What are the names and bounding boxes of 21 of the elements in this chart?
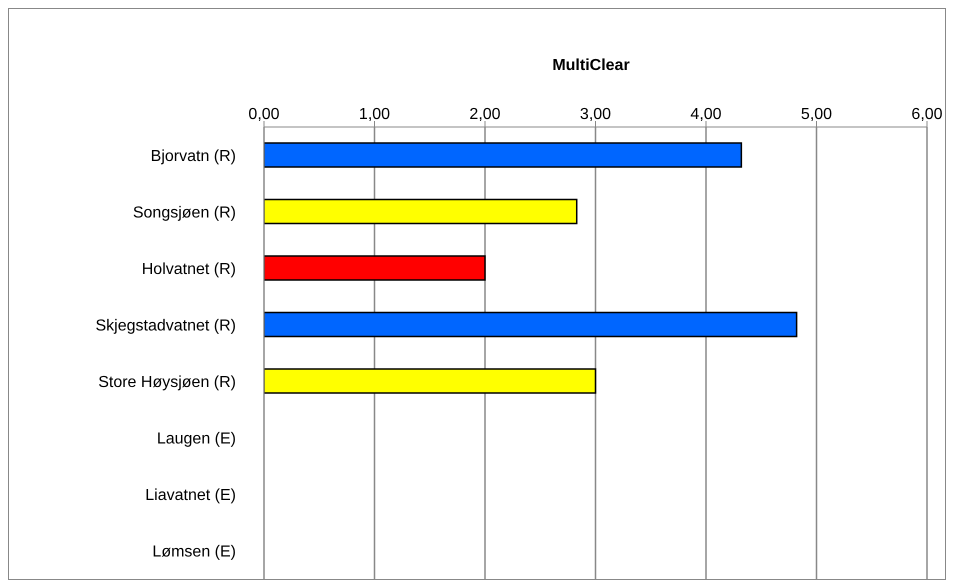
y-tick-label: Liavatnet (E) — [145, 486, 236, 504]
y-tick-label: Songsjøen (R) — [132, 204, 236, 222]
chart-title: MultiClear — [551, 57, 631, 75]
x-tick-label: 6,00 — [911, 106, 943, 123]
bar — [264, 142, 742, 168]
bar — [264, 368, 596, 394]
x-tick-label: 1,00 — [358, 106, 390, 123]
y-tick-label: Bjorvatn (R) — [150, 148, 236, 165]
y-tick-label: Laugen (E) — [156, 430, 236, 448]
bar — [264, 312, 798, 338]
x-tick-label: 3,00 — [580, 106, 612, 123]
x-tick-label: 2,00 — [469, 106, 501, 123]
y-tick-label: Holvatnet (R) — [142, 260, 236, 278]
bar — [264, 255, 486, 281]
y-tick-label: Lømsen (E) — [152, 543, 236, 560]
x-tick-label: 4,00 — [690, 106, 722, 123]
x-tick-label: 5,00 — [800, 106, 832, 123]
y-tick-label: Skjegstadvatnet (R) — [95, 317, 236, 334]
bar — [264, 198, 578, 224]
y-tick-label: Store Høysjøen (R) — [98, 374, 236, 391]
x-tick-label: 0,00 — [248, 106, 280, 123]
